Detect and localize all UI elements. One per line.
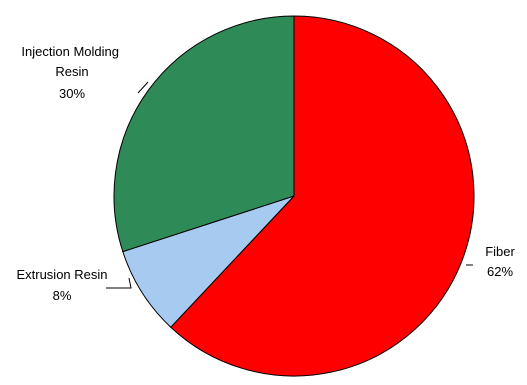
extrusion-resin-label: Extrusion Resin xyxy=(16,267,107,282)
fiber-label: Fiber xyxy=(485,244,515,259)
injection-molding-resin-leader-line xyxy=(137,81,149,94)
injection-molding-resin-label-line-1: Injection Molding xyxy=(21,44,119,59)
pie-slices xyxy=(113,15,475,377)
injection-molding-resin-label-line-2: Resin xyxy=(55,64,88,79)
pie-slice-fiber xyxy=(170,15,475,377)
pie-slice-extrusion-resin xyxy=(122,195,295,328)
injection-molding-resin-label: Injection Molding Resin xyxy=(21,44,122,79)
injection-molding-resin-percent-label: 30% xyxy=(59,86,85,101)
extrusion-resin-leader-line xyxy=(106,277,132,289)
fiber-percent-label: 62% xyxy=(487,264,513,279)
extrusion-resin-percent-label: 8% xyxy=(53,288,72,303)
pie-slice-injection-molding-resin xyxy=(113,15,295,253)
